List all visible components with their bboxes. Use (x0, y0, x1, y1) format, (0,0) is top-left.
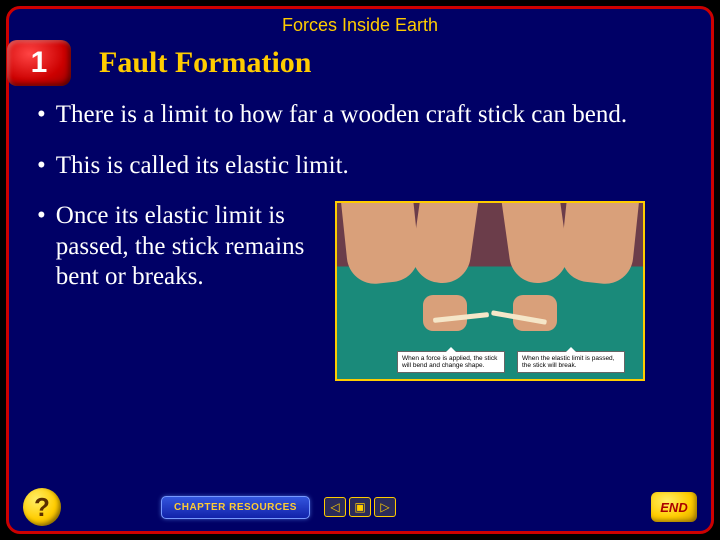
bullet-item: • This is called its elastic limit. (37, 151, 683, 182)
photo-caption: When the elastic limit is passed, the st… (517, 351, 625, 373)
arm-shape (340, 201, 421, 287)
hand-shape (423, 295, 467, 331)
slide-content: • There is a limit to how far a wooden c… (9, 86, 711, 381)
photo-caption: When a force is applied, the stick will … (397, 351, 505, 373)
triangle-right-icon: ▷ (380, 500, 389, 515)
illustration-photo: When a force is applied, the stick will … (335, 201, 645, 381)
menu-icon: ▣ (354, 500, 365, 515)
slide-frame: Forces Inside Earth 1 Fault Formation • … (6, 6, 714, 534)
arm-shape (501, 201, 571, 287)
help-button[interactable]: ? (23, 488, 61, 526)
bullet-item: • Once its elastic limit is passed, the … (37, 201, 317, 293)
nav-menu-button[interactable]: ▣ (349, 497, 371, 517)
nav-prev-button[interactable]: ◁ (324, 497, 346, 517)
bullet-text: There is a limit to how far a wooden cra… (56, 100, 627, 131)
bullet-text: Once its elastic limit is passed, the st… (56, 201, 317, 293)
nav-controls: ◁ ▣ ▷ (324, 497, 396, 517)
slide-title: Fault Formation (99, 46, 311, 80)
hand-shape (513, 295, 557, 331)
title-row: 1 Fault Formation (9, 40, 711, 86)
triangle-left-icon: ◁ (330, 500, 339, 515)
bullet-dot: • (37, 201, 46, 293)
arm-shape (409, 201, 479, 287)
arm-shape (558, 201, 639, 287)
end-button[interactable]: END (651, 492, 697, 522)
footer-bar: ? CHAPTER RESOURCES ◁ ▣ ▷ END (9, 483, 711, 531)
bullet-item: • There is a limit to how far a wooden c… (37, 100, 683, 131)
bullet-dot: • (37, 151, 46, 182)
bullet-text: This is called its elastic limit. (56, 151, 349, 182)
chapter-supertitle: Forces Inside Earth (9, 9, 711, 36)
bullet-dot: • (37, 100, 46, 131)
bullet-with-image-row: • Once its elastic limit is passed, the … (37, 201, 683, 381)
section-number-badge: 1 (7, 40, 71, 86)
chapter-resources-button[interactable]: CHAPTER RESOURCES (161, 496, 310, 519)
nav-next-button[interactable]: ▷ (374, 497, 396, 517)
